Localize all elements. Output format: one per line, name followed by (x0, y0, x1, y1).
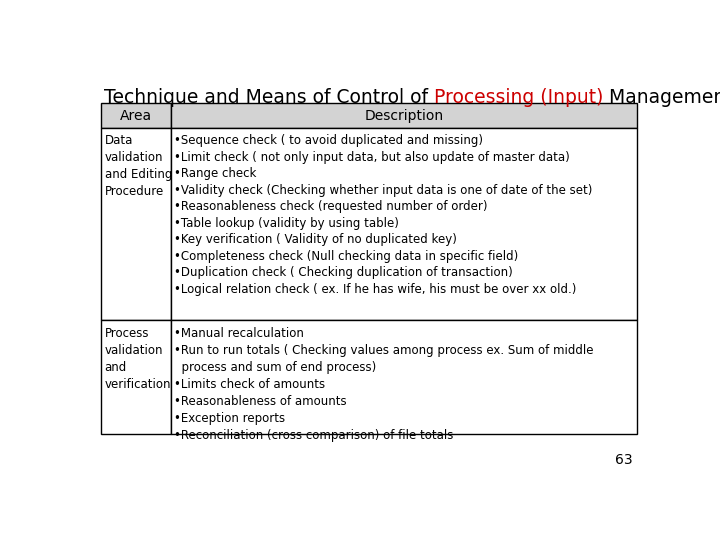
Text: Technique and Means of Control of: Technique and Means of Control of (104, 88, 434, 107)
Text: 63: 63 (615, 453, 632, 467)
Text: Process
validation
and
verification: Process validation and verification (104, 327, 171, 390)
Bar (101, 103, 171, 128)
Text: Processing (Input): Processing (Input) (434, 88, 603, 107)
Text: •Manual recalculation
•Run to run totals ( Checking values among process ex. Sum: •Manual recalculation •Run to run totals… (174, 327, 594, 442)
Bar (101, 128, 171, 320)
Bar (171, 128, 637, 320)
Text: Area: Area (120, 109, 152, 123)
Bar (171, 103, 637, 128)
Text: Data
validation
and Editing
Procedure: Data validation and Editing Procedure (104, 134, 172, 198)
Bar (101, 320, 171, 434)
Text: Management: Management (603, 88, 720, 107)
Text: •Sequence check ( to avoid duplicated and missing)
•Limit check ( not only input: •Sequence check ( to avoid duplicated an… (174, 134, 593, 295)
Text: Description: Description (364, 109, 444, 123)
Bar (171, 320, 637, 434)
